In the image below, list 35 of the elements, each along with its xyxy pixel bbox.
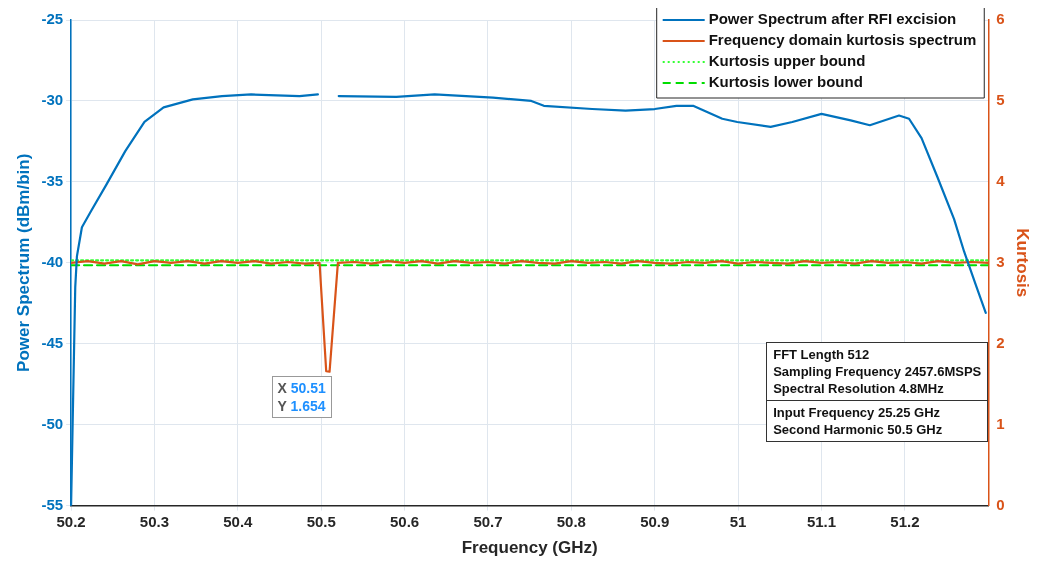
annotation: Input Frequency 25.25 GHz Second Harmonic 50.5 GHz	[767, 400, 988, 442]
legend-label: Kurtosis upper bound	[708, 52, 866, 70]
x-tick-label: 50.6	[390, 512, 420, 530]
y2-tick-label: 2	[996, 333, 1005, 351]
y-tick-label: -40	[41, 252, 64, 270]
y-tick-label: -35	[41, 172, 64, 190]
x-tick-label: 50.8	[556, 512, 586, 530]
x-tick-label: 50.5	[306, 512, 336, 530]
legend-label: Power Spectrum after RFI excision	[708, 10, 957, 28]
x-tick-label: 50.2	[56, 512, 86, 530]
y-axis-title: Power Spectrum (dBm/bin)	[13, 153, 33, 372]
y2-axis-title: Kurtosis	[1013, 228, 1033, 298]
y-tick-label: -30	[41, 91, 64, 109]
x-axis-title: Frequency (GHz)	[461, 538, 598, 558]
y2-tick-label: 5	[996, 91, 1005, 109]
annotation: FFT Length 512 Sampling Frequency 2457.6MSPS Spectral Resolution 4.8MHz	[772, 346, 983, 399]
y-tick-label: -55	[41, 495, 64, 513]
x-tick-label: 50.3	[139, 512, 170, 530]
y2-tick-label: 0	[996, 495, 1005, 513]
y-tick-label: -50	[41, 414, 64, 432]
legend-label: Frequency domain kurtosis spectrum	[708, 31, 977, 49]
x-tick-label: 51	[729, 512, 747, 530]
legend-label: Kurtosis lower bound	[708, 73, 863, 91]
x-tick-label: 51.1	[806, 512, 837, 530]
y-tick-label: -25	[41, 10, 64, 28]
y2-tick-label: 4	[996, 172, 1006, 190]
y2-tick-label: 1	[996, 414, 1005, 432]
y2-tick-label: 6	[996, 10, 1005, 28]
x-tick-label: 50.7	[473, 512, 503, 530]
annotation: X 50.51 Y 1.654	[277, 378, 326, 415]
x-tick-label: 50.4	[223, 512, 254, 530]
x-tick-label: 50.9	[640, 512, 670, 530]
y2-tick-label: 3	[996, 252, 1005, 270]
x-tick-label: 51.2	[890, 512, 920, 530]
y-tick-label: -45	[41, 333, 64, 351]
